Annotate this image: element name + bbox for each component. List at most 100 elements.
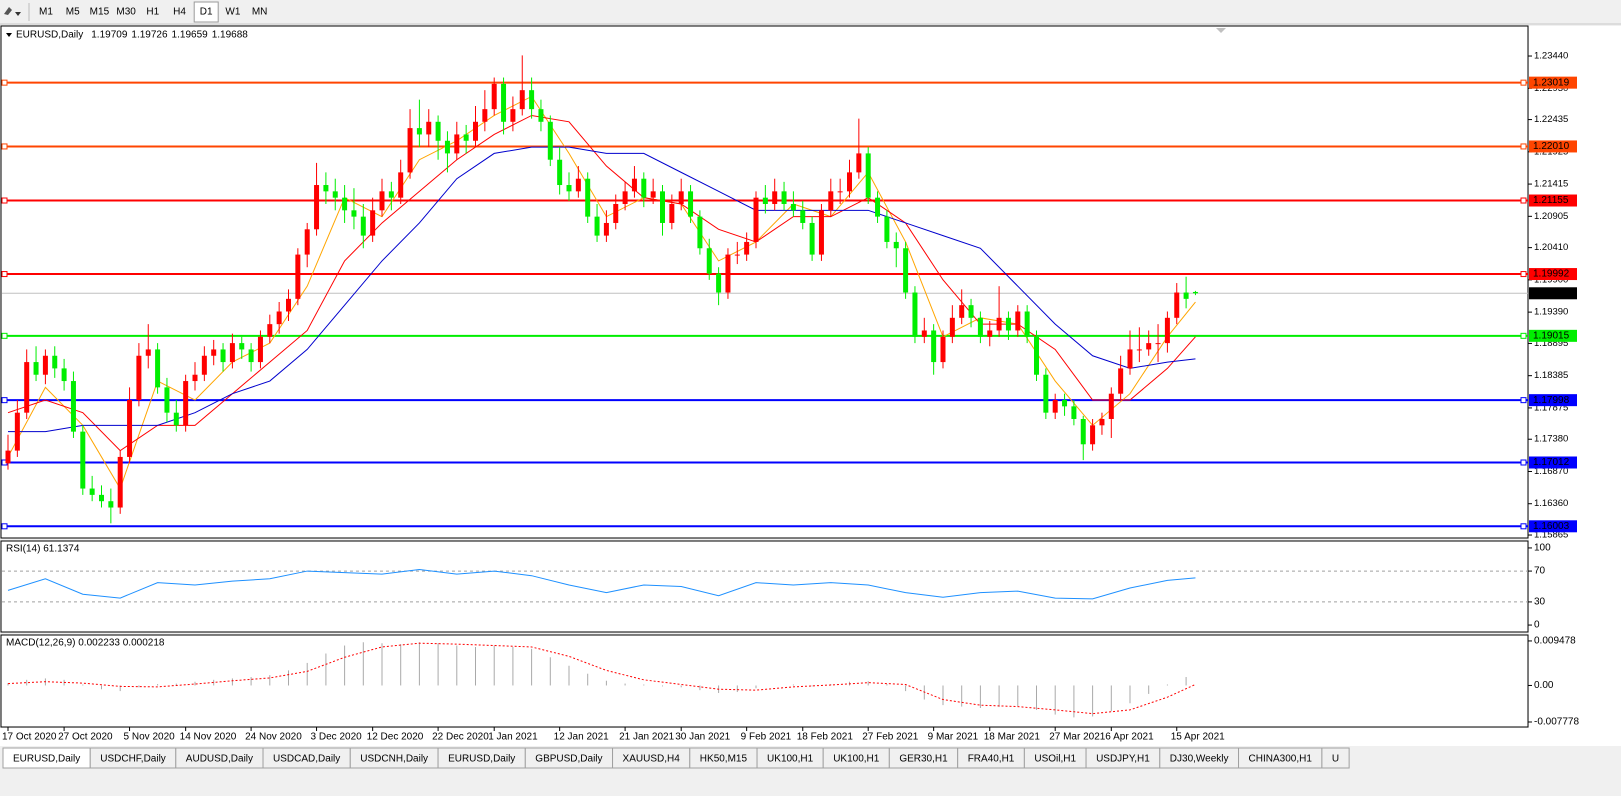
candle-body: [893, 241, 899, 249]
tab-label[interactable]: GBPUSD,Daily: [535, 754, 602, 765]
candle-body: [192, 374, 198, 382]
tab-label[interactable]: EURUSD,Daily: [13, 754, 80, 765]
candle-body: [379, 191, 385, 211]
timeframe-button[interactable]: M15: [90, 7, 110, 18]
tab-label[interactable]: XAUUSD,H4: [623, 754, 681, 765]
level-marker-right: [1520, 459, 1527, 466]
symbol-tab[interactable]: CHINA300,H1: [1238, 747, 1323, 769]
candle-body: [61, 368, 67, 382]
timeframe-button[interactable]: H1: [146, 7, 159, 18]
symbol-tab[interactable]: HK50,M15: [689, 747, 758, 769]
timeframe-button[interactable]: H4: [173, 7, 186, 18]
symbol-tab[interactable]: FRA40,H1: [957, 747, 1025, 769]
tab-label[interactable]: HK50,M15: [700, 754, 748, 765]
symbol-tab[interactable]: EURUSD,Daily: [2, 747, 91, 769]
symbol-tab[interactable]: USDCNH,Daily: [349, 747, 439, 769]
candle-body: [1005, 317, 1011, 331]
symbol-tab[interactable]: AUDUSD,Daily: [175, 747, 264, 769]
tab-label[interactable]: FRA40,H1: [968, 754, 1015, 765]
candle-body: [697, 216, 703, 249]
tab-label[interactable]: GER30,H1: [899, 754, 948, 765]
timeframe-button[interactable]: W1: [225, 7, 240, 18]
tab-label[interactable]: USDCNH,Daily: [360, 754, 428, 765]
y-tick-label: 0: [1534, 620, 1540, 631]
timeframe-button[interactable]: D1: [200, 7, 213, 18]
y-tick-label: 1.21415: [1534, 179, 1568, 190]
tab-label[interactable]: UK100,H1: [767, 754, 814, 765]
current-price-box: [1529, 287, 1577, 300]
tab-label[interactable]: AUDUSD,Daily: [186, 754, 253, 765]
candle-body: [1136, 349, 1142, 351]
symbol-tab[interactable]: DJ30,Weekly: [1159, 747, 1240, 769]
title-marker: [6, 33, 12, 37]
timeframe-selected: [193, 1, 219, 23]
symbol-tab[interactable]: UK100,H1: [756, 747, 824, 769]
timeframe-button[interactable]: M1: [39, 7, 53, 18]
candle-body: [875, 197, 881, 217]
tab-label[interactable]: EURUSD,Daily: [448, 754, 515, 765]
candle-body: [454, 134, 460, 154]
tab-label[interactable]: USDCHF,Daily: [100, 754, 166, 765]
level-price-box: [1529, 329, 1577, 342]
candle-body: [987, 330, 993, 337]
toolbar-icon[interactable]: [4, 7, 12, 15]
candle-body: [1080, 418, 1086, 445]
candle-body: [435, 121, 441, 141]
candle-body: [360, 216, 366, 236]
symbol-tab[interactable]: U: [1321, 747, 1350, 769]
symbol-tab[interactable]: UK100,H1: [822, 747, 890, 769]
candle-body: [99, 494, 104, 502]
tab-label[interactable]: USDJPY,H1: [1096, 754, 1150, 765]
symbol-tab[interactable]: USOil,H1: [1023, 747, 1087, 769]
level-price-label: 1.16003: [1533, 521, 1570, 532]
x-tick-label: 18 Mar 2021: [984, 732, 1041, 743]
tab-label[interactable]: U: [1332, 754, 1339, 765]
symbol-tab[interactable]: EURUSD,Daily: [437, 747, 526, 769]
tab-label[interactable]: DJ30,Weekly: [1170, 754, 1229, 765]
candle-body: [613, 203, 619, 223]
candle-body: [688, 191, 694, 217]
candle-body: [1090, 425, 1096, 445]
candle-body: [968, 305, 974, 318]
candle-body: [519, 90, 525, 110]
timeframe-button[interactable]: M5: [66, 7, 80, 18]
candle-body: [790, 203, 796, 211]
x-tick-label: 27 Oct 2020: [58, 732, 113, 743]
ohlc-value: 1.19659: [172, 30, 209, 41]
candle-body: [931, 330, 937, 363]
y-tick-label: 1.17875: [1534, 402, 1568, 413]
tab-label[interactable]: CHINA300,H1: [1249, 754, 1313, 765]
candle-body: [33, 362, 39, 375]
candle-body: [660, 191, 665, 223]
level-marker-right: [1520, 332, 1527, 339]
candle-body: [473, 121, 478, 141]
symbol-tab[interactable]: USDCHF,Daily: [89, 747, 177, 769]
candle-body: [70, 381, 76, 432]
timeframe-button[interactable]: M30: [116, 7, 136, 18]
tab-label[interactable]: USDCAD,Daily: [273, 754, 340, 765]
candle-body: [903, 248, 909, 293]
symbol-tab[interactable]: XAUUSD,H4: [612, 747, 691, 769]
candle-body: [753, 197, 759, 242]
symbol-tab[interactable]: USDCAD,Daily: [262, 747, 351, 769]
candle-body: [631, 178, 637, 192]
chart-shift-marker[interactable]: [1216, 28, 1226, 33]
symbol-tab[interactable]: GER30,H1: [888, 747, 959, 769]
candle-body: [136, 355, 142, 401]
candle-body: [501, 83, 507, 122]
level-price-label: 1.19015: [1533, 330, 1570, 341]
candle-body: [641, 178, 647, 198]
tab-label[interactable]: USOil,H1: [1034, 754, 1076, 765]
toolbar-dropdown[interactable]: [15, 12, 21, 16]
timeframe-button[interactable]: MN: [252, 7, 268, 18]
level-price-box: [1529, 76, 1577, 89]
candle-body: [14, 412, 20, 451]
candle-body: [603, 222, 609, 236]
candle-body: [80, 431, 86, 489]
tab-label[interactable]: UK100,H1: [833, 754, 880, 765]
candle-body: [959, 305, 965, 318]
symbol-tab[interactable]: GBPUSD,Daily: [524, 747, 614, 769]
symbol-tab[interactable]: USDJPY,H1: [1085, 747, 1161, 769]
candle-body: [164, 387, 170, 413]
candle-body: [706, 248, 712, 274]
